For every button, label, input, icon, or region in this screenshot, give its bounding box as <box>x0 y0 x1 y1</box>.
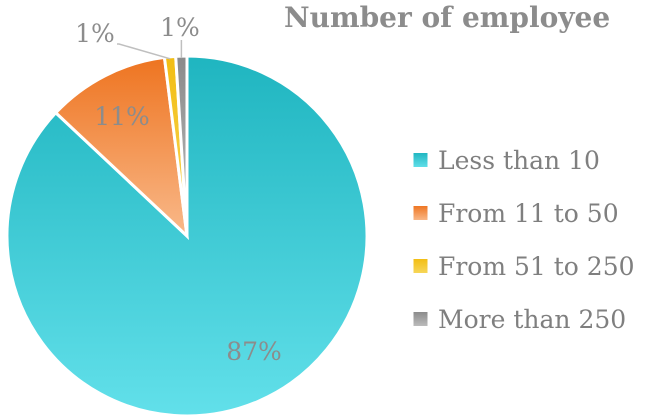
legend-label-from-51-to-250: From 51 to 250 <box>438 252 635 281</box>
leader-line-from-51-to-250 <box>117 43 171 60</box>
pie-slices <box>5 54 369 416</box>
legend-label-more-than-250: More than 250 <box>438 305 626 334</box>
legend-swatch-less-than-10 <box>412 152 429 168</box>
data-label-from-51-to-250: 1% <box>75 19 115 48</box>
chart-title: Number of employee <box>284 1 610 34</box>
data-label-from-11-to-50: 11% <box>94 102 150 131</box>
legend: Less than 10 From 11 to 50 From 51 to 250 M… <box>412 146 635 334</box>
pie-labels: 87% 11% 1% 1% <box>75 13 282 366</box>
pie-slice-from-11-to-50 <box>53 55 190 240</box>
legend-label-from-11-to-50: From 11 to 50 <box>438 199 619 228</box>
data-label-less-than-10: 87% <box>226 337 282 366</box>
legend-swatch-from-51-to-250 <box>412 258 429 274</box>
legend-swatch-from-11-to-50 <box>412 205 429 221</box>
legend-label-less-than-10: Less than 10 <box>438 146 600 175</box>
data-label-more-than-250: 1% <box>160 13 200 42</box>
legend-swatch-more-than-250 <box>412 311 429 327</box>
